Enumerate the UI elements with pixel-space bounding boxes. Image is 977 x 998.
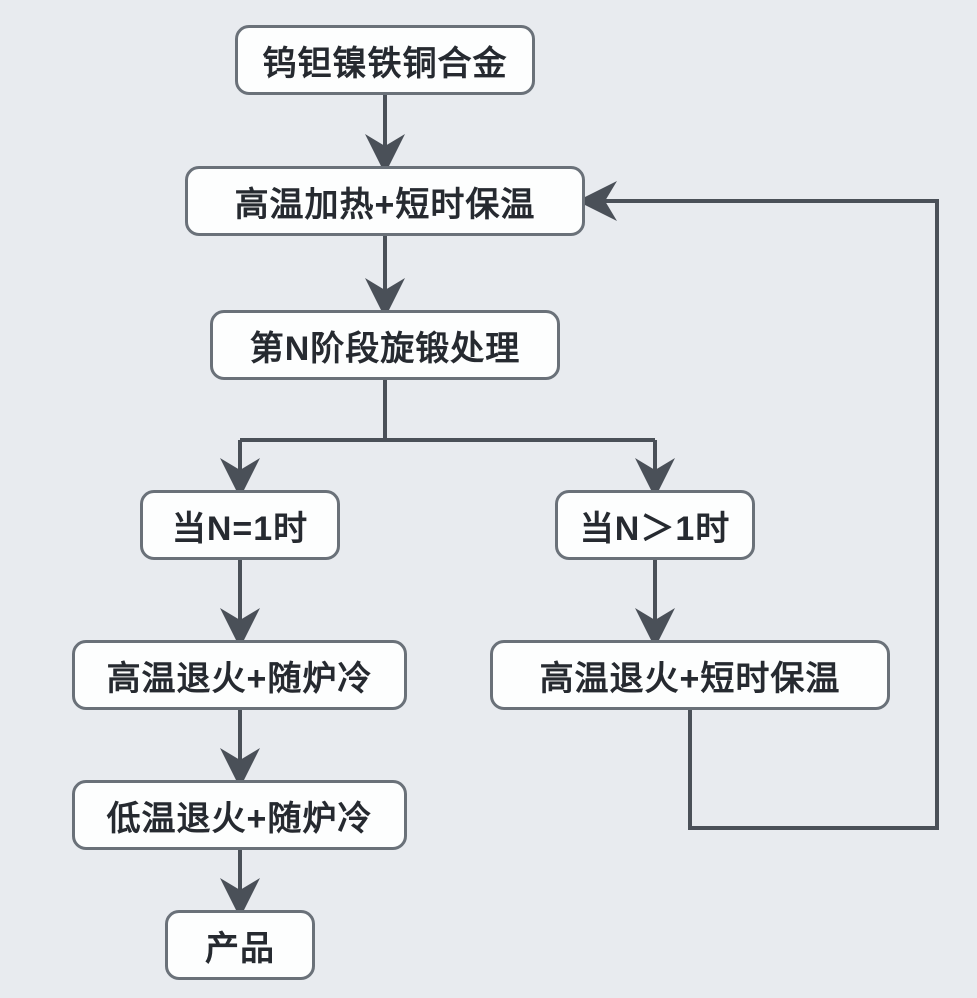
flow-node-n8: 低温退火+随炉冷 — [72, 780, 407, 850]
flow-node-label: 低温退火+随炉冷 — [107, 791, 373, 840]
flowchart-container: 钨钽镍铁铜合金高温加热+短时保温第N阶段旋锻处理当N=1时 当N＞1时高温退火+随… — [0, 0, 977, 998]
flow-node-label: 当N=1时 — [172, 501, 308, 550]
flow-node-n2: 高温加热+短时保温 — [185, 166, 585, 236]
flow-node-n9: 产品 — [165, 910, 315, 980]
flow-node-label: 钨钽镍铁铜合金 — [263, 36, 508, 85]
flow-node-label: 产品 — [205, 921, 275, 970]
flow-node-n6: 高温退火+随炉冷 — [72, 640, 407, 710]
flow-node-label: 高温加热+短时保温 — [235, 177, 536, 226]
flow-node-label: 高温退火+短时保温 — [540, 651, 841, 700]
flow-node-label: 高温退火+随炉冷 — [107, 651, 373, 700]
flow-node-label: 第N阶段旋锻处理 — [250, 321, 521, 370]
flow-node-n3: 第N阶段旋锻处理 — [210, 310, 560, 380]
flow-node-n1: 钨钽镍铁铜合金 — [235, 25, 535, 95]
flow-node-n5: 当N＞1时 — [555, 490, 755, 560]
flow-node-label: 当N＞1时 — [580, 501, 730, 550]
flow-node-n7: 高温退火+短时保温 — [490, 640, 890, 710]
flow-node-n4: 当N=1时 — [140, 490, 340, 560]
